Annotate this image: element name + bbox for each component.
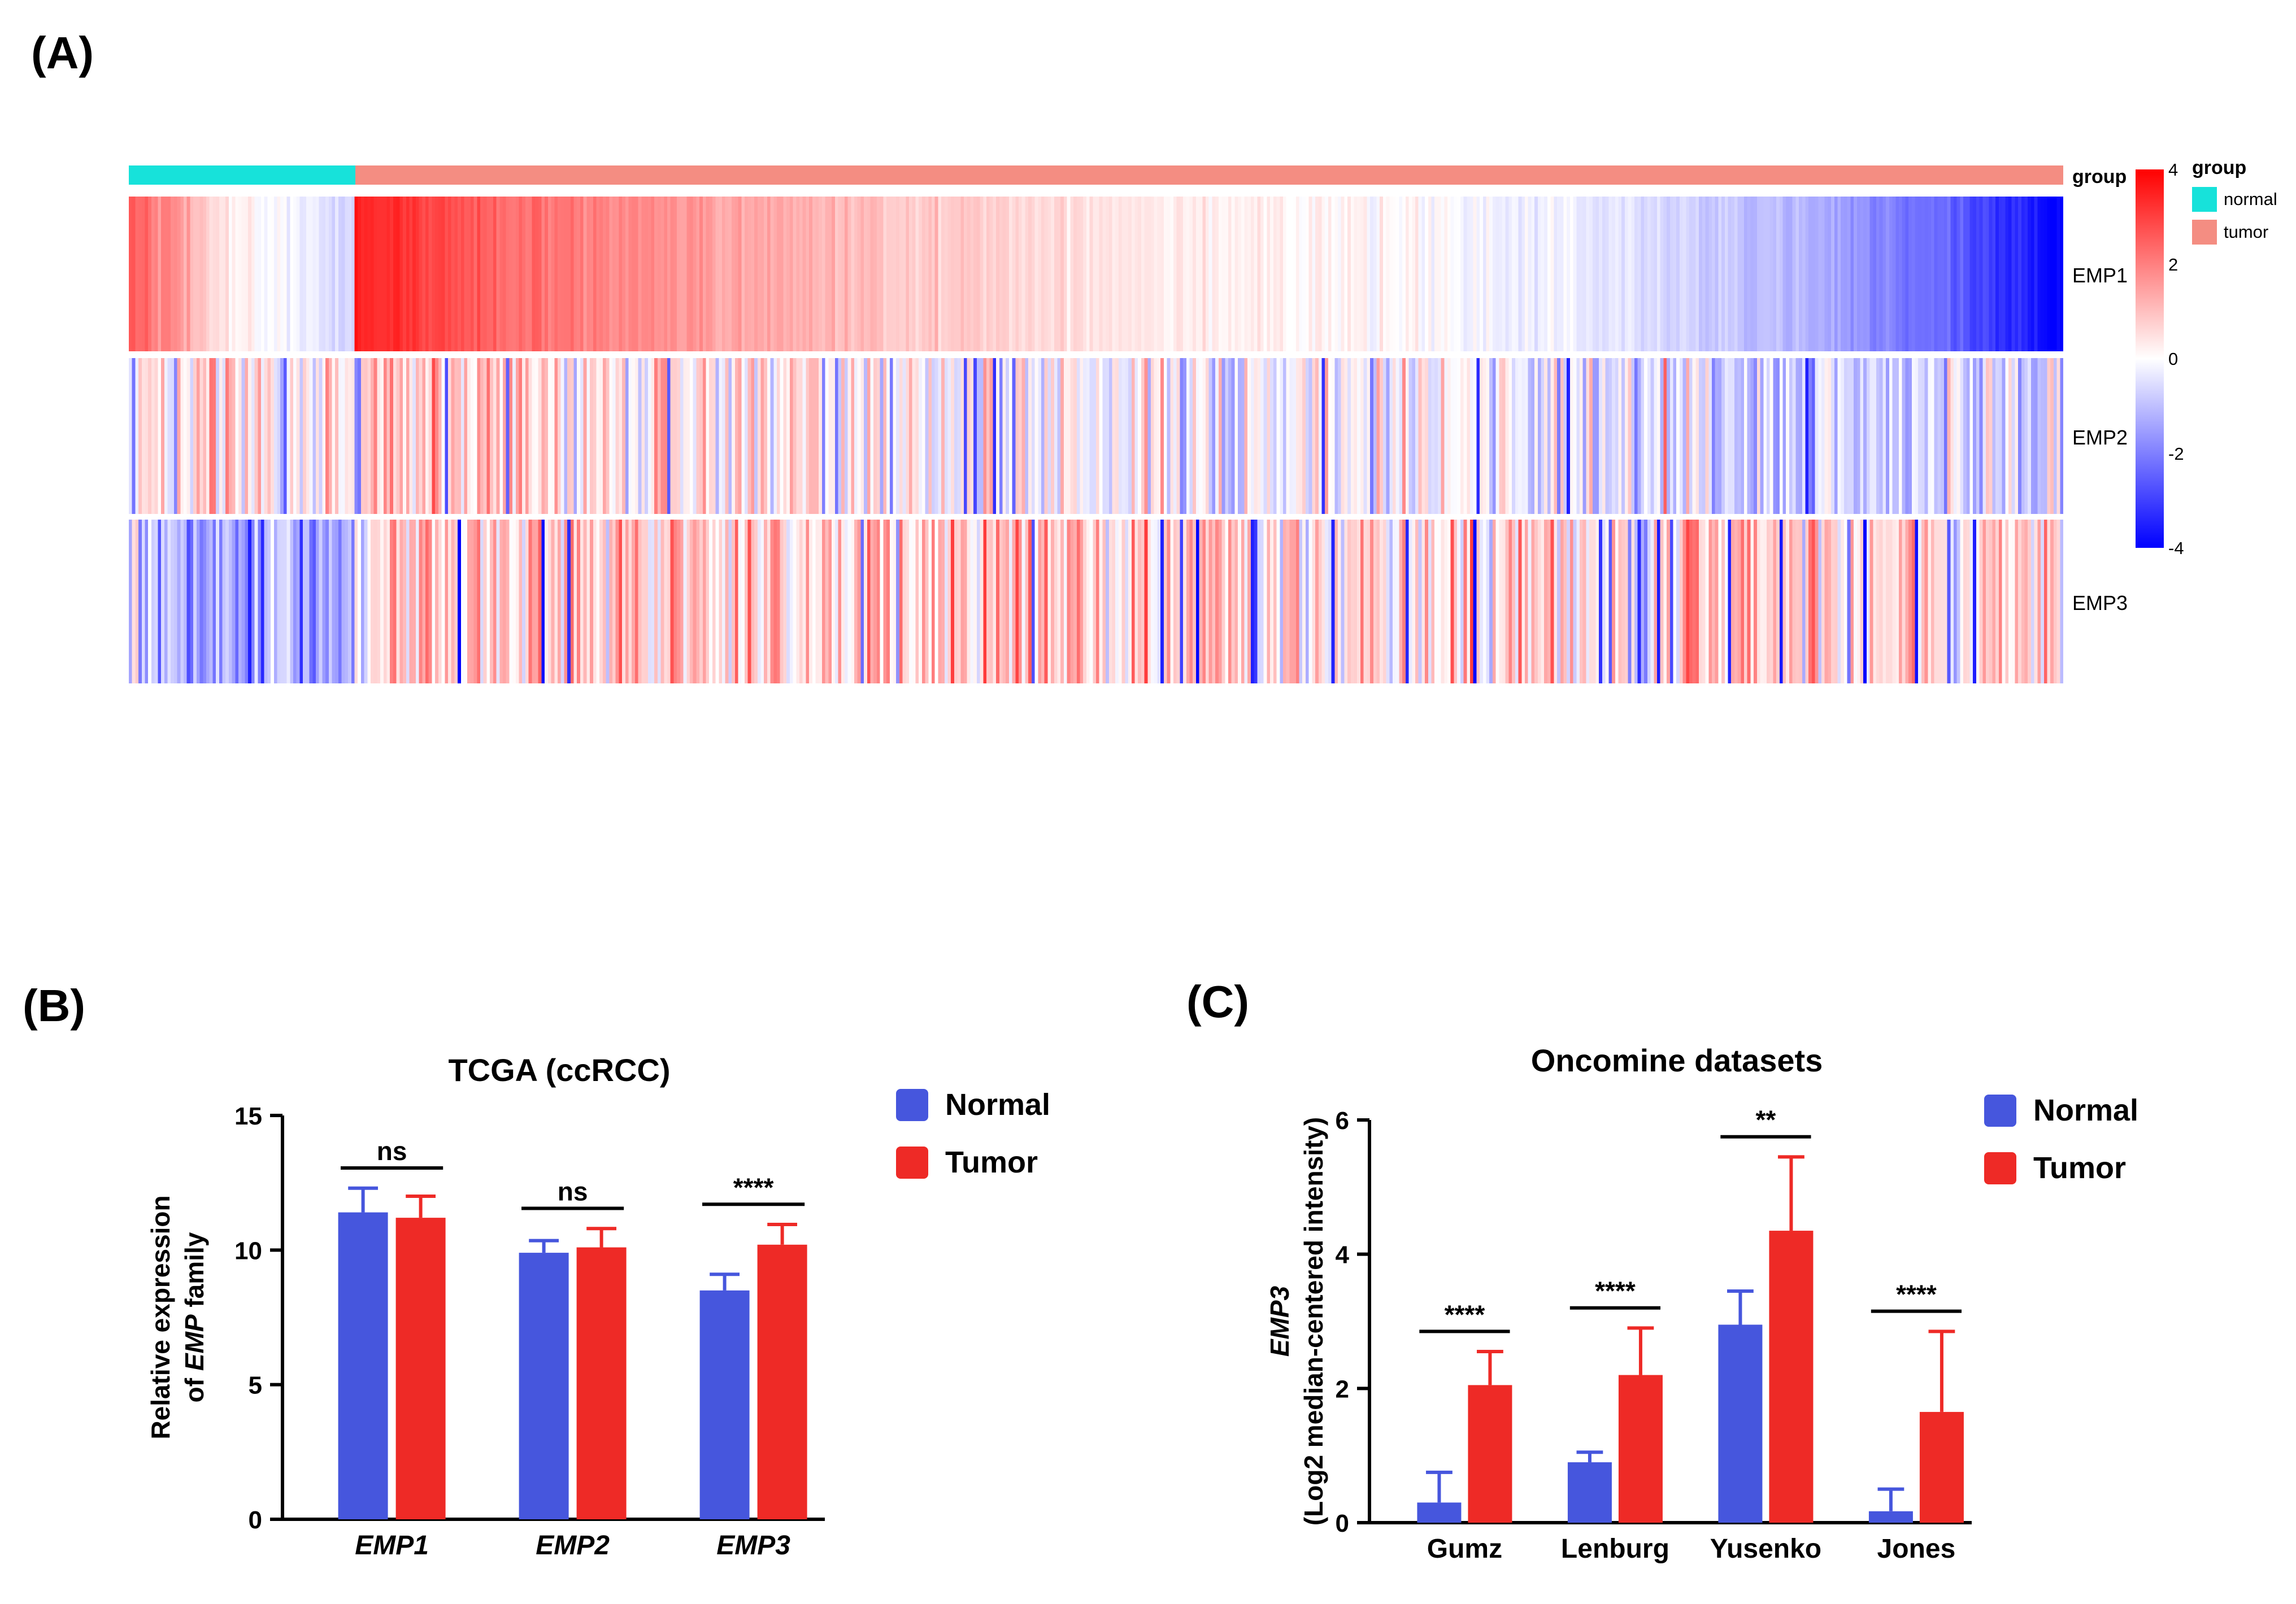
heatmap-row-label-emp1: EMP1 [2072,264,2128,287]
heatmap-row-emp3 [129,520,2063,683]
bar [338,1212,388,1519]
colorbar-tick-label: -2 [2168,443,2184,464]
significance-label: **** [1445,1300,1485,1329]
category-label: Yusenko [1710,1534,1821,1564]
tumor-swatch [2192,220,2217,245]
heatmap-row-emp2 [129,358,2063,514]
annotation-normal-segment [129,165,355,185]
normal-swatch [896,1088,928,1121]
heatmap-row-emp1 [129,197,2063,351]
y-tick-label: 0 [1336,1510,1349,1537]
category-label: Lenburg [1561,1534,1669,1564]
category-label: Gumz [1427,1534,1502,1564]
bar [1468,1385,1512,1523]
y-tick-label: 10 [234,1237,262,1265]
heatmap-row-label-emp3: EMP3 [2072,591,2128,614]
legend-label-tumor: Tumor [945,1145,1038,1179]
legend-item-tumor: tumor [2192,220,2277,245]
heatmap-legend-title: group [2192,157,2247,178]
colorbar-tick-label: -4 [2168,538,2184,558]
bar [1618,1375,1663,1523]
tumor-swatch [896,1146,928,1179]
y-tick-label: 0 [249,1506,262,1534]
bar [1868,1511,1913,1523]
significance-label: ns [558,1176,588,1206]
significance-label: ** [1756,1105,1776,1135]
colorbar [2136,169,2164,548]
legend-label-normal: Normal [2033,1093,2139,1127]
heatmap-row-label-emp2: EMP2 [2072,426,2128,449]
heatmap-group-annotation-bar [129,165,2063,185]
significance-label: ns [377,1136,407,1166]
y-tick-label: 15 [234,1102,262,1130]
tcga-title: TCGA (ccRCC) [448,1052,671,1088]
y-axis-label: of EMP family [180,1232,209,1402]
legend-label-tumor: Tumor [2033,1151,2126,1185]
bar [699,1290,750,1519]
bar [519,1253,569,1519]
normal-swatch [1984,1094,2016,1127]
bar [1417,1502,1462,1523]
oncomine-title: Oncomine datasets [1530,1043,1823,1078]
bar [1567,1462,1612,1523]
oncomine-chart: 0 2 4 6 EMP3 (Log2 median-centered intensity)… [1265,1105,1972,1564]
legend-label-tumor: tumor [2224,222,2269,242]
legend-item-normal: Normal [896,1087,1050,1122]
normal-swatch [2192,187,2217,212]
significance-label: **** [1595,1276,1636,1306]
significance-label: **** [1896,1280,1937,1309]
annotation-tumor-segment [355,165,2063,185]
bar [1769,1231,1814,1523]
oncomine-legend: Normal Tumor [1984,1093,2138,1208]
bar [395,1218,446,1519]
y-axis-label: Relative expression [146,1195,175,1439]
category-label: EMP2 [536,1531,610,1561]
y-tick-label: 2 [1336,1375,1349,1403]
bar [576,1247,627,1519]
y-axis-label: EMP3 [1265,1285,1294,1357]
legend-item-normal: Normal [1984,1093,2138,1128]
y-tick-label: 4 [1336,1241,1350,1269]
significance-label: **** [733,1173,774,1202]
legend-label-normal: normal [2224,189,2277,209]
category-label: Jones [1877,1534,1956,1564]
colorbar-tick-label: 4 [2168,160,2178,180]
bar [1919,1411,1964,1523]
heatmap-legend: group normal tumor [2192,157,2277,252]
category-label: EMP3 [716,1531,790,1561]
colorbar-tick-label: 0 [2168,349,2178,369]
y-tick-label: 5 [249,1372,262,1400]
bar [757,1244,807,1519]
tcga-legend: Normal Tumor [896,1087,1050,1202]
legend-label-normal: Normal [945,1088,1051,1122]
tumor-swatch [1984,1152,2016,1184]
panel-c-label: (C) [1186,977,1250,1027]
panel-a-label: (A) [31,28,94,78]
legend-item-tumor: Tumor [1984,1150,2138,1185]
panel-b-label: (B) [23,980,86,1031]
y-tick-label: 6 [1336,1107,1349,1135]
colorbar-tick-label: 2 [2168,254,2178,274]
category-label: EMP1 [355,1531,429,1561]
legend-item-normal: normal [2192,187,2277,212]
tcga-chart: 0 5 10 15 Relative expression of EMP family EM… [146,1102,825,1561]
annotation-bar-label: group [2072,166,2127,188]
legend-item-tumor: Tumor [896,1145,1050,1180]
bar [1718,1324,1763,1523]
y-axis-label: (Log2 median-centered intensity) [1299,1117,1328,1525]
